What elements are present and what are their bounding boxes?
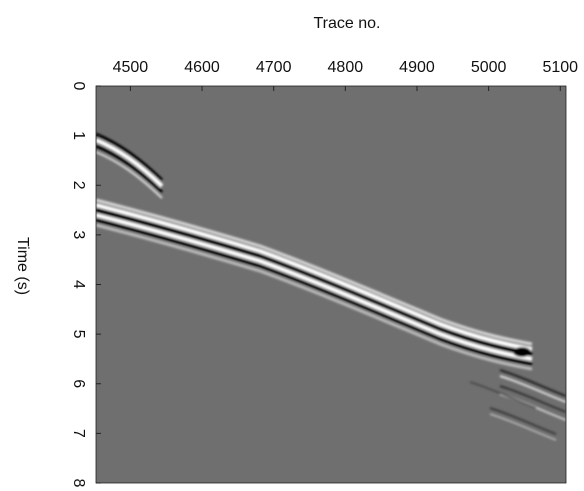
y-tick-label: 5 (70, 330, 87, 339)
x-tick-label: 4600 (184, 59, 220, 76)
y-tick-label: 6 (70, 379, 87, 388)
x-tick-label: 5100 (542, 59, 578, 76)
y-tick-label: 8 (70, 479, 87, 488)
x-tick-label: 5000 (471, 59, 507, 76)
x-tick-label: 4900 (399, 59, 435, 76)
seismic-image (96, 132, 566, 441)
y-tick-label: 7 (70, 429, 87, 438)
y-tick-label: 2 (70, 181, 87, 190)
y-tick-label: 0 (70, 82, 87, 91)
y-tick-label: 3 (70, 230, 87, 239)
y-tick-label: 1 (70, 131, 87, 140)
y-axis-label: Time (s) (14, 237, 31, 295)
x-axis-label: Trace no. (314, 15, 381, 32)
y-tick-label: 4 (70, 280, 87, 289)
x-tick-label: 4500 (113, 59, 149, 76)
x-tick-label: 4700 (256, 59, 292, 76)
x-tick-label: 4800 (328, 59, 364, 76)
